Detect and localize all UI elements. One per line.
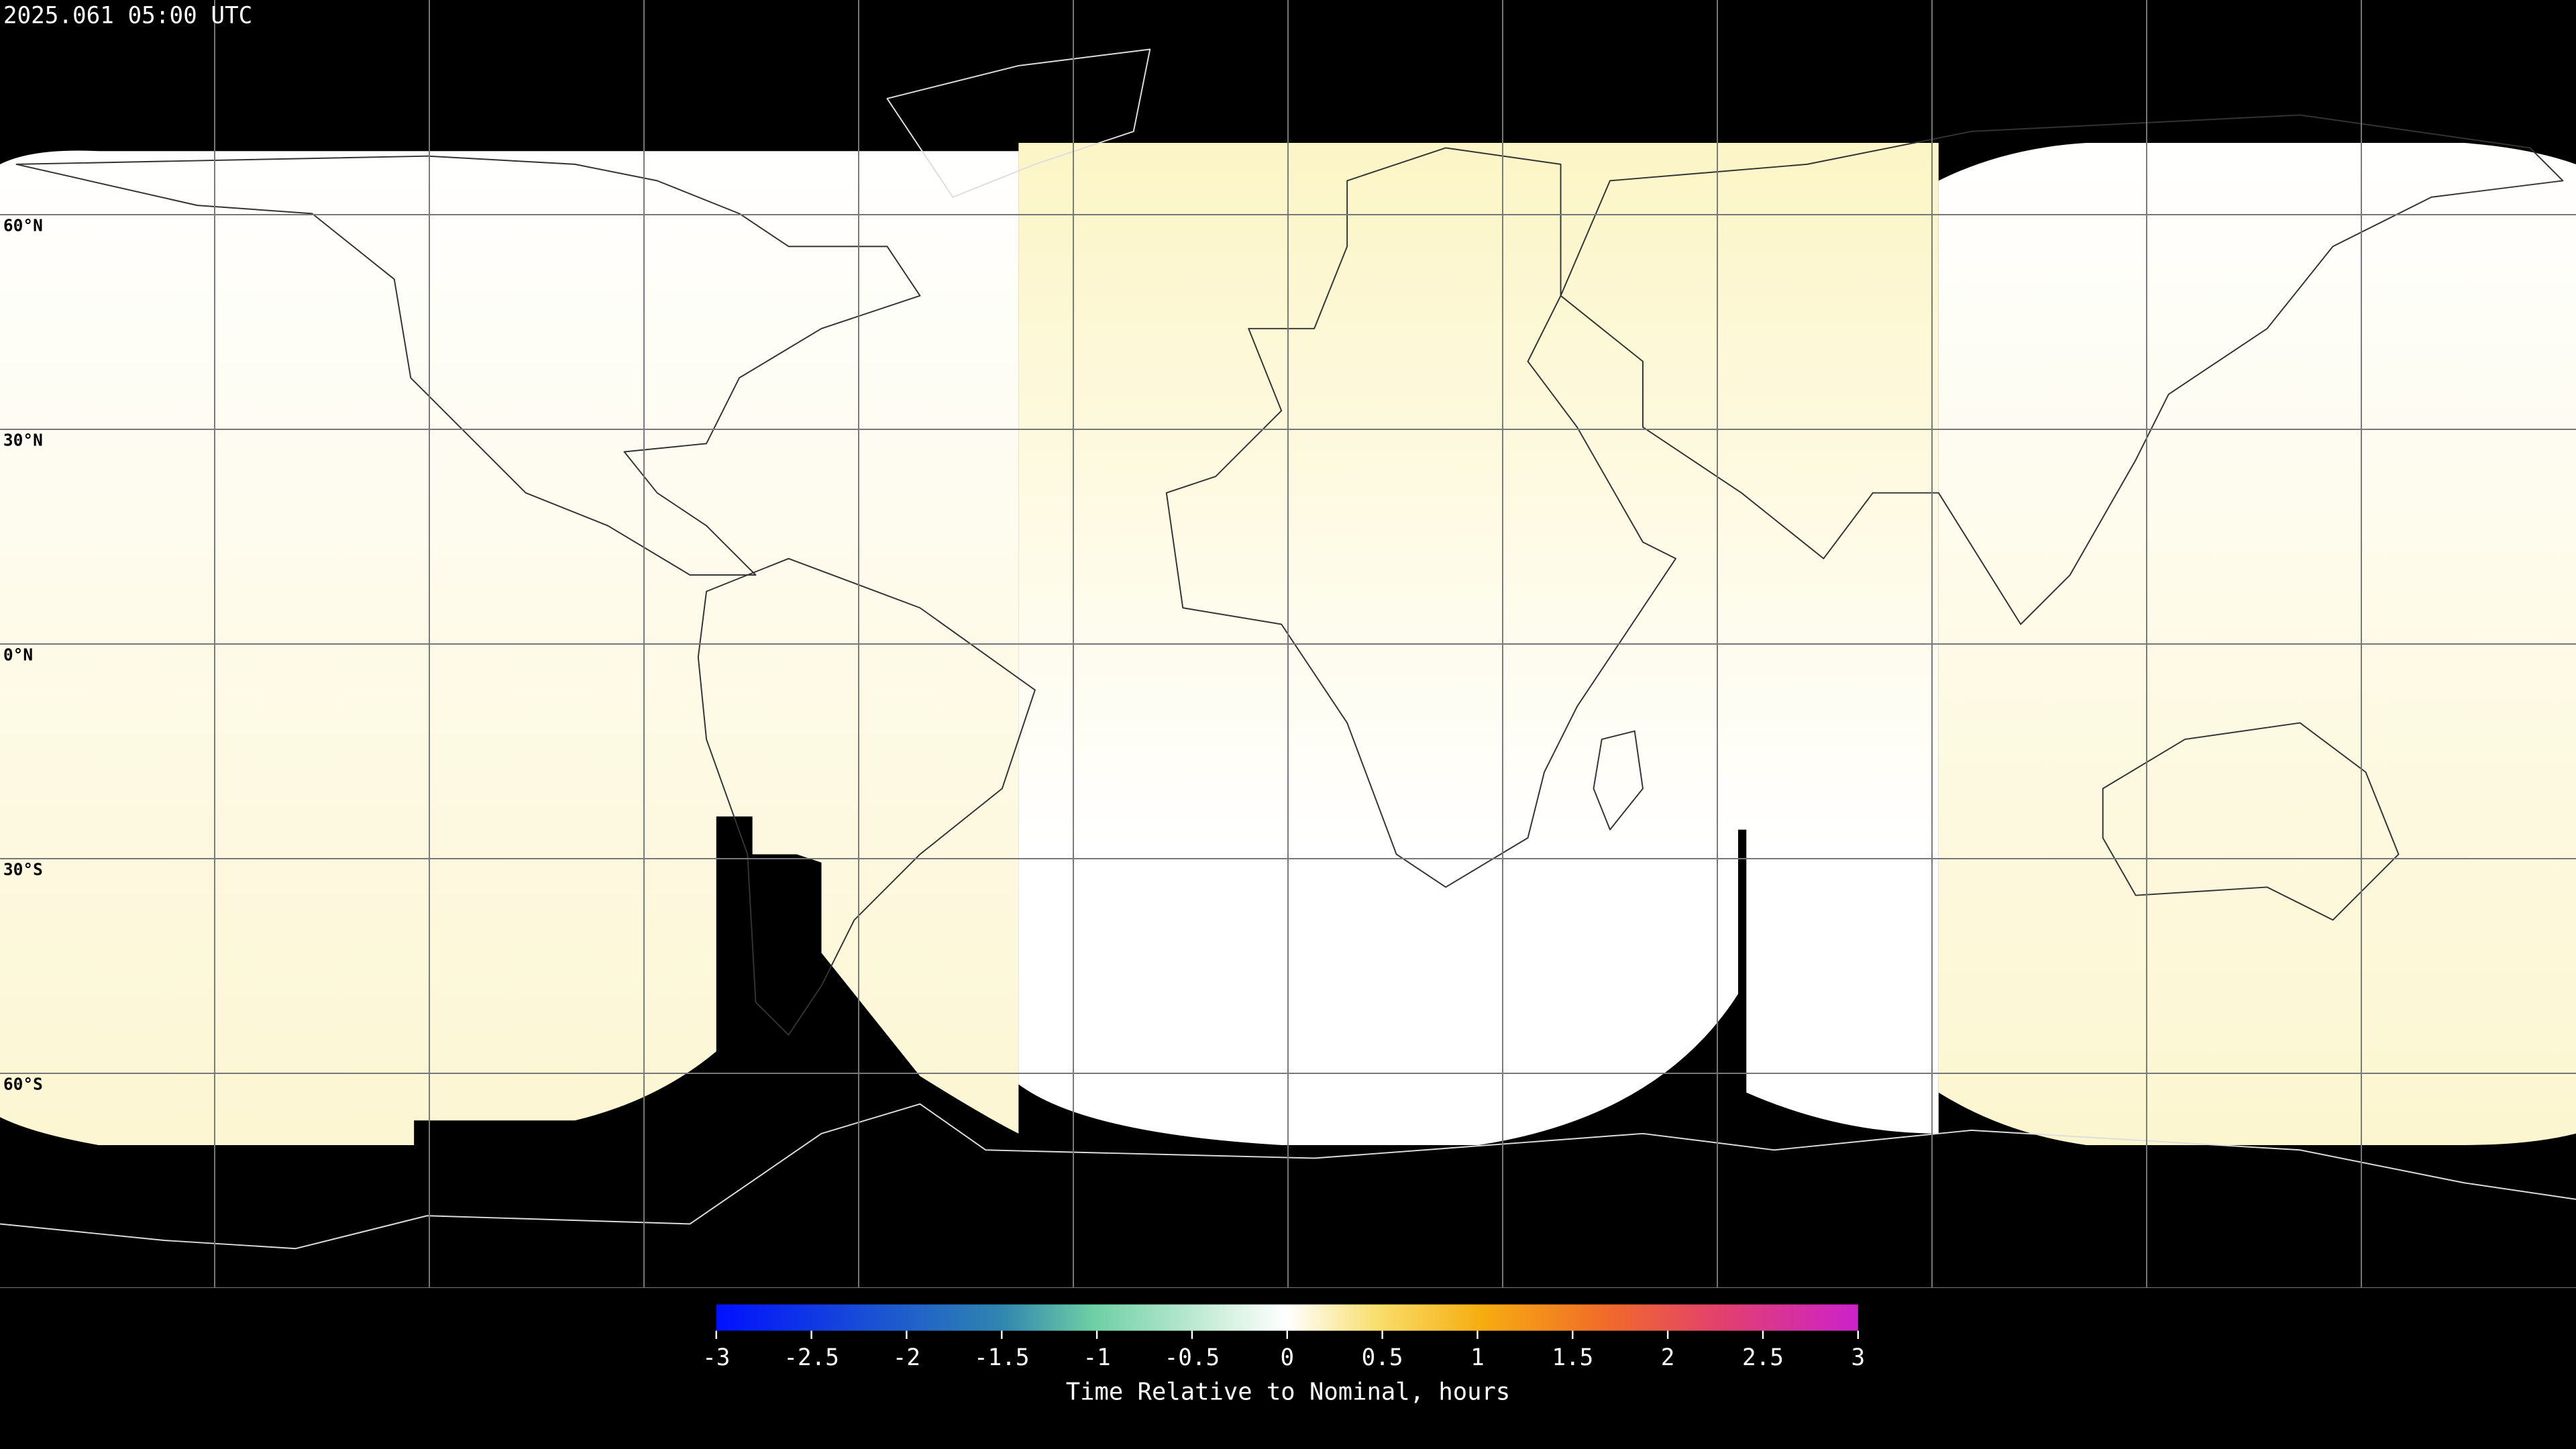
colorbar-tick-label: -3 [702, 1344, 730, 1371]
latitude-label: 30°N [3, 430, 43, 449]
colorbar-tick-label: 0 [1280, 1344, 1294, 1371]
colorbar-tick-label: -2.5 [784, 1344, 839, 1371]
colorbar [716, 1304, 1858, 1331]
illuminated-region [0, 150, 1019, 1145]
colorbar-tick-label: 1 [1470, 1344, 1485, 1371]
colorbar-tick-label: 2 [1661, 1344, 1675, 1371]
latitude-label: 60°N [3, 215, 43, 235]
colorbar-tick-label: -1.5 [974, 1344, 1030, 1371]
colorbar-tick-label: -0.5 [1165, 1344, 1220, 1371]
colorbar-tick-label: 0.5 [1362, 1344, 1403, 1371]
colorbar-tick-label: 2.5 [1742, 1344, 1784, 1371]
colorbar-tick-label: -2 [893, 1344, 920, 1371]
colorbar-label: Time Relative to Nominal, hours [1066, 1379, 1511, 1406]
latitude-label: 60°S [3, 1074, 43, 1093]
coastlines [0, 48, 2576, 1250]
latitude-label: 30°S [3, 859, 43, 879]
timestamp: 2025.061 05:00 UTC [3, 2, 252, 29]
colorbar-tick-label: 1.5 [1552, 1344, 1593, 1371]
colorbar-tick-label: -1 [1083, 1344, 1110, 1371]
colorbar-tick-label: 3 [1851, 1344, 1865, 1371]
latitude-label: 0°N [3, 645, 33, 664]
